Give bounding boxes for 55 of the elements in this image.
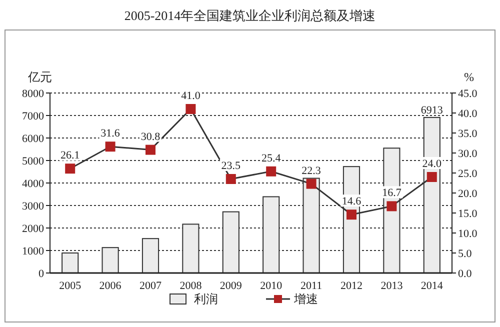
y2-tick-label: 10.0 [458,228,478,240]
point [386,201,397,212]
y2-tick-label: 45.0 [458,88,478,100]
data-label: 23.5 [221,160,242,172]
data-label: 6913 [420,104,444,116]
y2-tick-label: 25.0 [458,168,478,180]
y-tick-label: 5000 [22,156,44,168]
y2-tick-label: 20.0 [458,188,478,200]
point [306,178,316,189]
point [266,166,276,176]
legend-label: 利润 [194,292,218,306]
point [146,144,156,155]
y-tick-label: 3000 [22,200,44,212]
data-label: 22.3 [302,164,322,177]
data-label: 31.6 [100,128,120,140]
x-tick-label: 2005 [59,280,82,292]
x-tick-label: 2009 [220,280,242,292]
y2-tick-label: 35.0 [458,128,478,140]
point [226,174,236,184]
data-label: 24.0 [422,158,442,170]
data-label: 25.4 [261,152,282,164]
x-tick-label: 2006 [99,280,122,292]
data-label: 14.6 [342,196,362,208]
y-tick-label: 6000 [22,133,44,145]
y2-tick-label: 0.0 [458,268,472,280]
point [105,142,116,152]
y-tick-label: 4000 [22,178,44,190]
data-label: 16.7 [382,187,402,200]
point [426,172,437,182]
y-axis-title: 亿元 [27,70,52,84]
x-tick-label: 2010 [260,280,283,292]
y-tick-label: 2000 [22,223,44,235]
y2-axis-title: % [464,70,474,84]
y-tick-label: 0 [38,268,44,280]
y-tick-label: 7000 [22,110,44,122]
x-tick-label: 2007 [140,280,162,292]
point [65,164,76,174]
data-label: 26.1 [60,150,80,162]
point [186,104,196,114]
x-tick-label: 2014 [420,280,444,292]
chart-title: 2005-2014年全国建筑业企业利润总额及增速 [124,8,376,23]
x-tick-label: 2013 [380,280,404,292]
data-label: 30.8 [140,130,161,143]
x-tick-label: 2008 [180,280,202,292]
y2-tick-label: 5.0 [458,248,472,260]
data-label: 41.0 [181,90,201,102]
x-tick-label: 2012 [340,280,362,292]
y2-tick-label: 40.0 [458,108,478,120]
point [346,210,356,220]
y-tick-label: 8000 [22,88,44,100]
y2-tick-label: 15.0 [458,208,478,220]
y-tick-label: 1000 [22,246,44,258]
legend-label: 增速 [293,292,318,306]
x-tick-label: 2011 [300,280,322,292]
y2-tick-label: 30.0 [458,148,478,160]
